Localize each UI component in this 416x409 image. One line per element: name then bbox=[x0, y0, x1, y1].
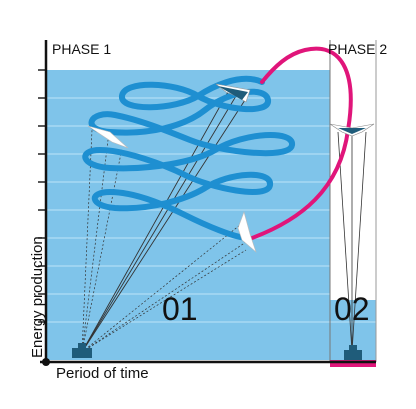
y-axis-ticks bbox=[38, 69, 46, 323]
tether-lines bbox=[81, 91, 253, 353]
kite-icon bbox=[237, 211, 257, 253]
ground-station-icon bbox=[344, 345, 362, 360]
axis-origin bbox=[42, 358, 50, 366]
tether-lines-phase2 bbox=[337, 131, 367, 353]
flight-path bbox=[82, 75, 295, 241]
y-axis-label: Energy production bbox=[29, 236, 46, 358]
kite-icon bbox=[215, 83, 251, 103]
phase1-label: PHASE 1 bbox=[52, 41, 111, 57]
phase2-label: PHASE 2 bbox=[328, 41, 387, 57]
phase2-number: 02 bbox=[334, 291, 370, 327]
phase2-ground-bar bbox=[330, 360, 376, 367]
kite-icon bbox=[329, 123, 375, 137]
phase1-number: 01 bbox=[162, 291, 198, 327]
ground-station-icon bbox=[72, 343, 92, 358]
retraction-path bbox=[250, 46, 353, 240]
band-lines bbox=[46, 97, 376, 323]
kite-icon bbox=[87, 125, 129, 149]
x-axis-label: Period of time bbox=[56, 365, 149, 382]
